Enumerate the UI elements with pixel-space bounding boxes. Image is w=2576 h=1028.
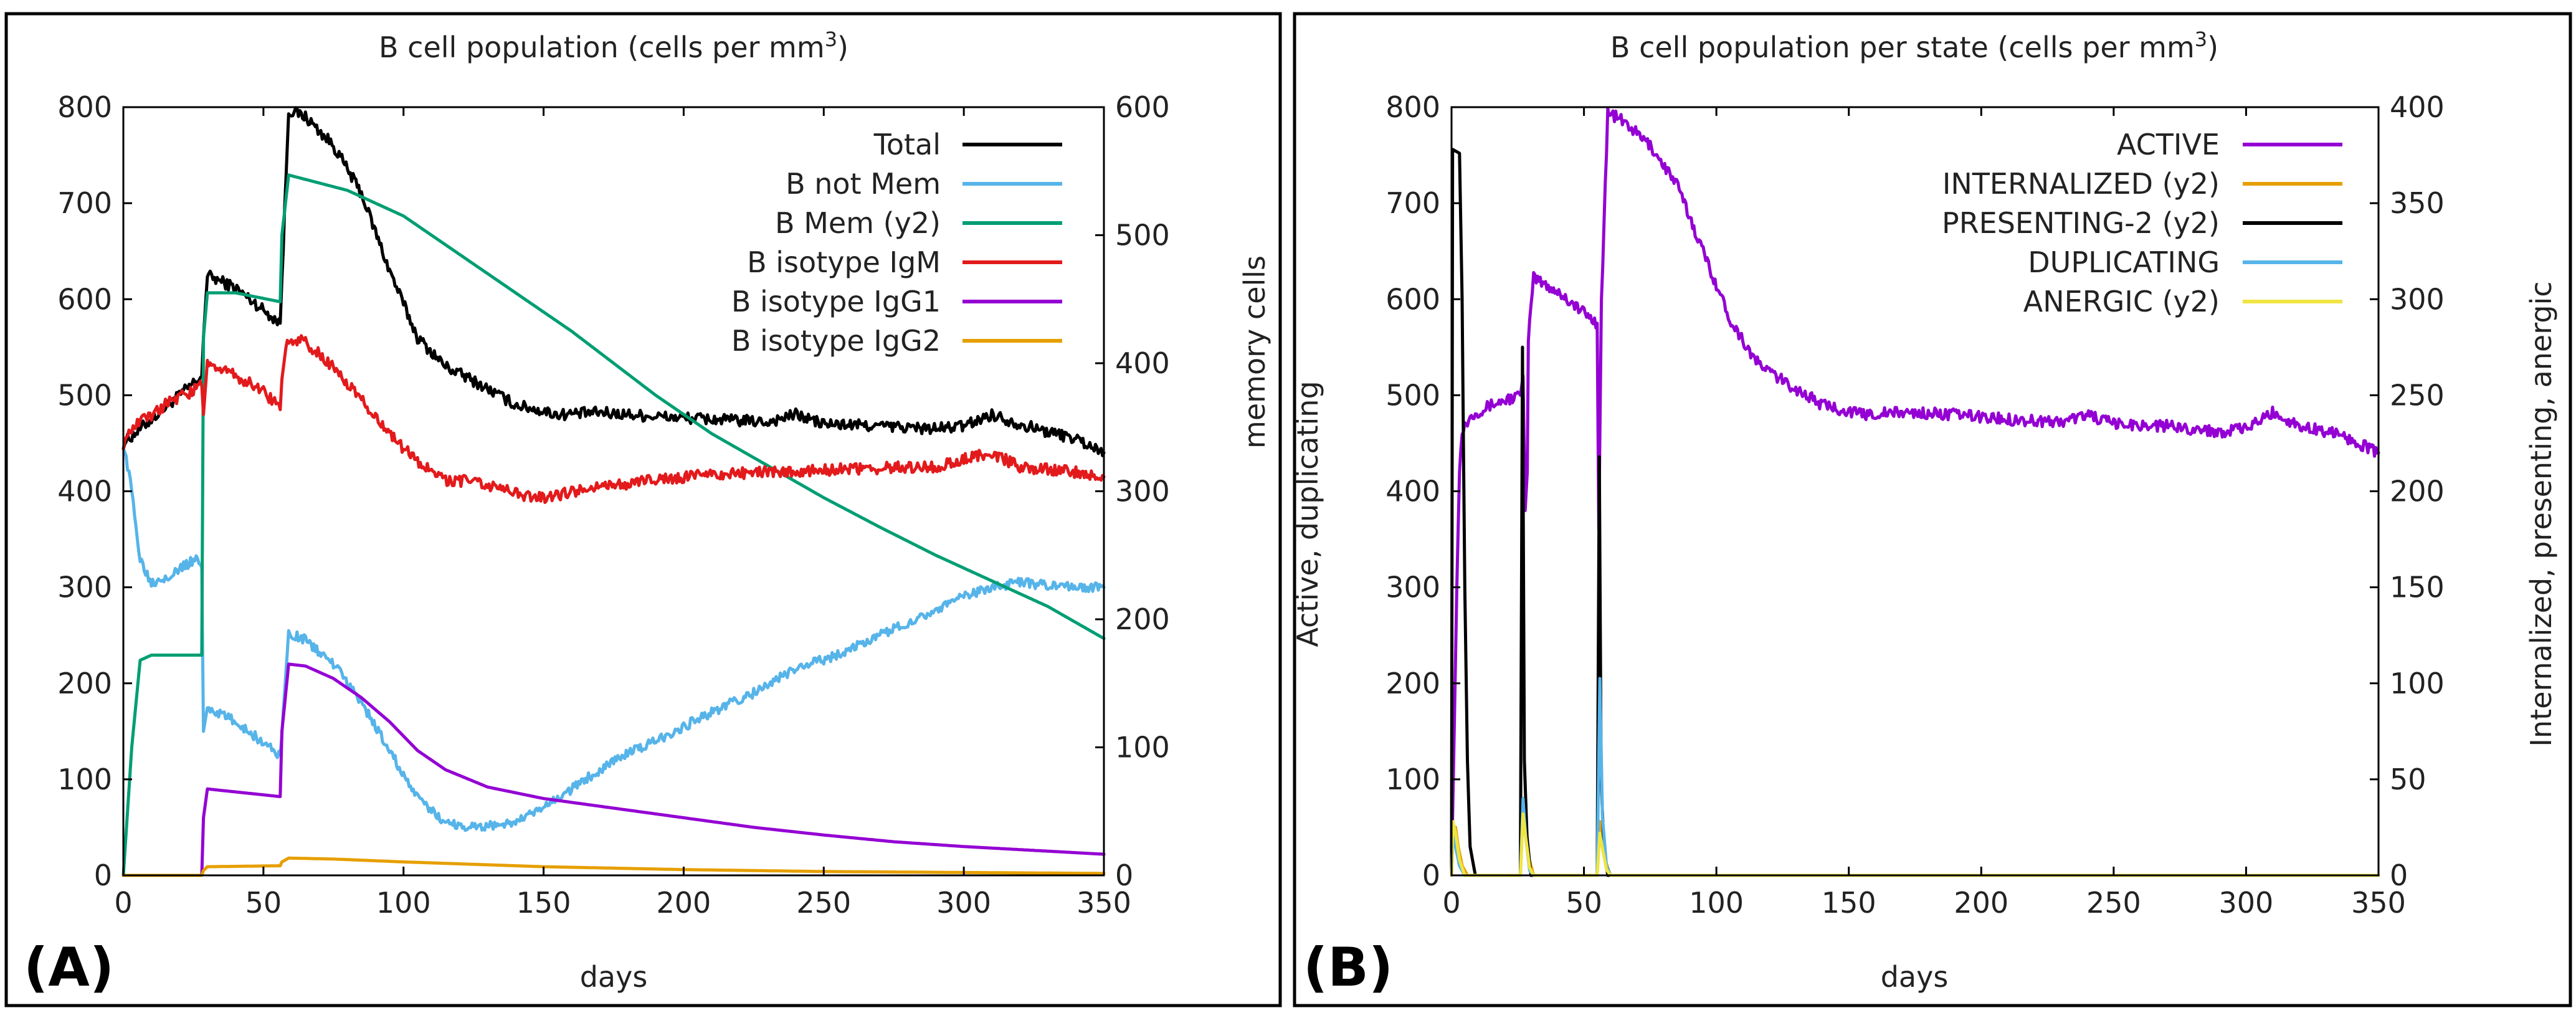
panel-b-y-tick-label: 0: [1422, 859, 1440, 892]
panel-a-x-tick-label: 0: [114, 886, 132, 920]
panel-a-series-b-mem-y2: [121, 173, 1106, 877]
panel-a-legend-label: B not Mem: [786, 167, 941, 201]
panel-b-legend-label: DUPLICATING: [2028, 245, 2220, 279]
panel-b-y-tick-label: 400: [1385, 475, 1440, 508]
panel-a-y2-tick-label: 400: [1115, 346, 1170, 380]
panel-a: B cell population (cells per mm3) 0 50 100…: [4, 12, 1282, 1007]
panel-b-y2-tick-label: 50: [2390, 763, 2426, 796]
panel-a-x-tick-label: 50: [245, 886, 282, 920]
panel-a-frame: [4, 12, 1282, 1007]
panel-b-legend-label: ACTIVE: [2117, 128, 2220, 161]
panel-a-series-b-not-mem: [121, 446, 1106, 832]
panel-a-legend-label: B Mem (y2): [775, 206, 941, 240]
panel-a-y2-axis-title: memory cells: [1238, 255, 1271, 449]
panel-b-legend-label: ANERGIC (y2): [2023, 285, 2220, 318]
panel-a-plot: 0 50 100 150 200 250 300 3500100200300400500600…: [57, 90, 1170, 920]
panel-a-y2-tick-label: 600: [1115, 90, 1170, 124]
panel-b-y2-tick-label: 350: [2390, 186, 2445, 220]
panel-b-y2-tick-label: 250: [2390, 378, 2445, 412]
panel-b-plot: 0 50 100 150 200 250 300 3500100200300400500600…: [1385, 90, 2445, 920]
panel-b-x-tick-label: 200: [1954, 886, 2008, 920]
panel-b-y-tick-label: 200: [1385, 667, 1440, 700]
panel-a-x-tick-label: 150: [516, 886, 571, 920]
panel-a-legend-label: B isotype IgM: [747, 245, 941, 279]
panel-a-y-tick-label: 400: [57, 475, 112, 508]
panel-a-x-tick-label: 350: [1077, 886, 1131, 920]
panel-b-y-tick-label: 700: [1385, 186, 1440, 220]
panel-a-x-axis-title: days: [580, 960, 648, 994]
panel-b-y-tick-label: 600: [1385, 282, 1440, 316]
panel-b-y2-tick-label: 100: [2390, 667, 2445, 700]
panel-b-title: B cell population per state (cells per m…: [1610, 27, 2218, 64]
panel-a-series-total: [121, 106, 1106, 457]
panel-b-x-tick-label: 50: [1566, 886, 1602, 920]
panel-b-axes-box: [1450, 106, 2380, 877]
panel-b-series-duplicating: [1450, 677, 2380, 877]
panel-b-label: (B): [1303, 936, 1393, 999]
panel-a-y2-tick-label: 500: [1115, 219, 1170, 252]
panel-b-y-tick-label: 300: [1385, 571, 1440, 604]
panel-a-y-tick-label: 200: [57, 667, 112, 700]
panel-b-y2-tick-label: 400: [2390, 90, 2445, 124]
panel-b-y2-tick-label: 200: [2390, 475, 2445, 508]
panel-b-series-presenting-2-y2: [1450, 148, 2380, 877]
panel-b-y-tick-label: 100: [1385, 763, 1440, 796]
panel-a-series-b-isotype-igm: [121, 334, 1106, 504]
panel-a-x-tick-label: 200: [657, 886, 711, 920]
panel-a-series-b-isotype-igg2: [121, 856, 1106, 877]
panel-b-y-axis-title: Active, duplicating: [1291, 381, 1324, 647]
panel-a-y2-tick-label: 200: [1115, 602, 1170, 636]
panel-b-y2-tick-label: 150: [2390, 571, 2445, 604]
panel-a-series-b-isotype-igg1: [121, 662, 1106, 877]
panel-a-title: B cell population (cells per mm3): [379, 27, 848, 64]
panel-b-frame: [1293, 12, 2572, 1007]
panel-b-x-tick-label: 250: [2086, 886, 2141, 920]
panel-a-y-tick-label: 100: [57, 763, 112, 796]
panel-a-y-tick-label: 0: [94, 859, 112, 892]
panel-a-legend-label: B isotype IgG2: [731, 324, 941, 358]
panel-b-legend-label: PRESENTING-2 (y2): [1942, 206, 2220, 240]
panel-a-y-tick-label: 500: [57, 378, 112, 412]
panel-b-x-tick-label: 0: [1442, 886, 1460, 920]
panel-a-y-tick-label: 800: [57, 90, 112, 124]
panel-b-y2-tick-label: 300: [2390, 282, 2445, 316]
panel-b-series-internalized-y2: [1450, 806, 2380, 877]
panel-b-y2-tick-label: 0: [2390, 859, 2408, 892]
panel-a-x-tick-label: 250: [796, 886, 851, 920]
panel-b: B cell population per state (cells per m…: [1291, 12, 2572, 1007]
panel-a-x-tick-label: 300: [936, 886, 991, 920]
panel-a-y2-tick-label: 100: [1115, 731, 1170, 764]
panel-b-series-active: [1450, 107, 2380, 877]
panel-a-x-tick-label: 100: [376, 886, 431, 920]
panel-b-y-tick-label: 500: [1385, 378, 1440, 412]
panel-b-y-tick-label: 800: [1385, 90, 1440, 124]
panel-a-y-tick-label: 600: [57, 282, 112, 316]
panel-b-x-tick-label: 100: [1689, 886, 1744, 920]
panel-b-y2-axis-title: Internalized, presenting, anergic: [2524, 281, 2558, 746]
panel-a-y2-tick-label: 300: [1115, 475, 1170, 508]
panel-b-legend-label: INTERNALIZED (y2): [1942, 167, 2220, 201]
panel-b-x-tick-label: 350: [2351, 886, 2406, 920]
panel-a-label: (A): [24, 936, 114, 999]
panel-b-x-tick-label: 300: [2219, 886, 2274, 920]
panel-a-y-tick-label: 300: [57, 571, 112, 604]
panel-b-series-anergic-y2: [1450, 812, 2380, 877]
panel-a-y-tick-label: 700: [57, 186, 112, 220]
panel-a-y2-tick-label: 0: [1115, 859, 1133, 892]
panel-b-x-axis-title: days: [1881, 960, 1949, 994]
panel-a-legend-label: B isotype IgG1: [731, 285, 941, 318]
panel-a-legend-label: Total: [873, 128, 941, 161]
panel-b-x-tick-label: 150: [1822, 886, 1876, 920]
